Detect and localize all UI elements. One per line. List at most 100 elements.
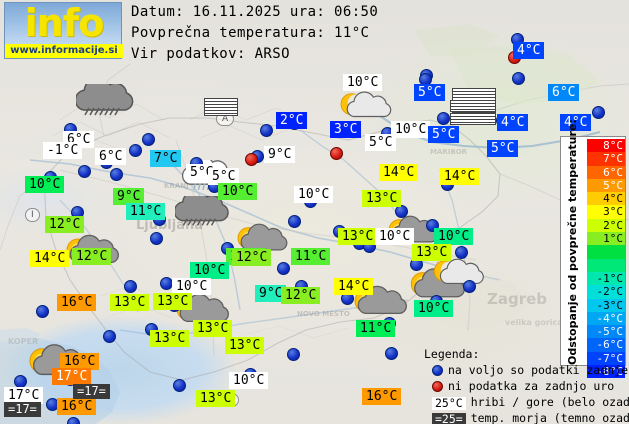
legend-row-text: hribi / gore (belo ozadje) xyxy=(470,395,629,409)
temperature-label: 11°C xyxy=(126,203,166,220)
temperature-label: 11°C xyxy=(356,320,396,337)
temperature-label: 13°C xyxy=(412,244,452,261)
station-dot-blue[interactable] xyxy=(67,417,80,424)
station-dot-blue[interactable] xyxy=(395,205,408,218)
temperature-label: 13°C xyxy=(153,293,193,310)
legend-row-text: temp. morja (temno ozadje) xyxy=(470,411,629,424)
temperature-label: 16°C xyxy=(60,353,100,370)
temperature-label: 5°C xyxy=(428,126,460,143)
station-dot-blue[interactable] xyxy=(287,348,300,361)
temperature-label: 10°C xyxy=(343,74,383,91)
temperature-label: 16°C xyxy=(57,398,97,415)
temperature-label: 13°C xyxy=(110,294,150,311)
temperature-label: 13°C xyxy=(338,228,378,245)
legend-blue-dot-icon xyxy=(432,365,443,376)
temperature-label: 4°C xyxy=(560,114,592,131)
header-data-source: Vir podatkov: ARSO xyxy=(131,46,290,62)
scale-cell-10: -1°C xyxy=(587,271,625,286)
scale-cell-3: 5°C xyxy=(587,178,625,193)
legend-row-2: 25°C hribi / gore (belo ozadje) xyxy=(432,395,629,410)
temperature-label: 5°C xyxy=(208,168,240,185)
temperature-label: 13°C xyxy=(150,330,190,347)
scale-cell-8 xyxy=(587,245,625,259)
station-dot-blue[interactable] xyxy=(36,305,49,318)
logo-wordmark: info xyxy=(24,1,105,45)
station-dot-blue[interactable] xyxy=(385,347,398,360)
scale-cell-6: 2°C xyxy=(587,218,625,233)
temperature-label: 9°C xyxy=(255,285,287,302)
station-dot-blue[interactable] xyxy=(455,246,468,259)
station-dot-blue[interactable] xyxy=(437,112,450,125)
temperature-label: 14°C xyxy=(30,250,70,267)
station-dot-red[interactable] xyxy=(330,147,343,160)
station-dot-blue[interactable] xyxy=(277,262,290,275)
temperature-label: 10°C xyxy=(375,228,415,245)
temperature-label: 11°C xyxy=(291,248,331,265)
temperature-label: 14°C xyxy=(379,164,419,181)
station-dot-blue[interactable] xyxy=(512,72,525,85)
scale-cell-17: -8°C xyxy=(587,365,625,379)
station-dot-blue[interactable] xyxy=(150,232,163,245)
site-logo[interactable]: info www.informacije.si xyxy=(4,1,123,59)
temperature-label: 17°C xyxy=(52,368,92,385)
scale-title: Odstopanje od povprečne temperature: xyxy=(566,119,579,365)
station-dot-red[interactable] xyxy=(245,153,258,166)
scale-cell-0: 8°C xyxy=(587,139,625,153)
temperature-label: 10°C xyxy=(218,183,258,200)
station-dot-blue[interactable] xyxy=(463,280,476,293)
sun-cloud-icon xyxy=(226,221,290,259)
temperature-label: 10°C xyxy=(25,176,65,193)
scale-cell-15: -6°C xyxy=(587,338,625,352)
road-shield: I xyxy=(25,208,40,222)
station-dot-blue[interactable] xyxy=(260,124,273,137)
scale-cell-2: 6°C xyxy=(587,165,625,179)
legend-chip-sample: =25= xyxy=(432,413,466,424)
station-dot-blue[interactable] xyxy=(142,133,155,146)
fog-hatch-icon xyxy=(204,98,238,116)
temperature-deviation-scale: Odstopanje od povprečne temperature: 8°C… xyxy=(560,119,626,379)
temperature-label: 17°C xyxy=(4,387,44,404)
temperature-label: 4°C xyxy=(513,42,545,59)
temperature-label: 14°C xyxy=(334,278,374,295)
temperature-label: 3°C xyxy=(330,121,362,138)
legend-row-text: ni podatka za zadnjo uro xyxy=(448,379,615,393)
station-dot-blue[interactable] xyxy=(103,330,116,343)
rain-cloud-icon xyxy=(76,84,140,124)
scale-cell-9 xyxy=(587,258,625,272)
temperature-label: 13°C xyxy=(225,337,265,354)
temperature-label: 10°C xyxy=(229,372,269,389)
place-name: velika gorica xyxy=(505,318,563,327)
station-dot-blue[interactable] xyxy=(288,215,301,228)
temperature-label: 2°C xyxy=(276,112,308,129)
station-dot-blue[interactable] xyxy=(110,168,123,181)
rain-cloud-icon xyxy=(175,196,235,234)
station-dot-blue[interactable] xyxy=(129,144,142,157)
station-dot-blue[interactable] xyxy=(173,379,186,392)
temperature-label: 10°C xyxy=(434,228,474,245)
temperature-label: -1°C xyxy=(43,142,83,159)
scale-cell-16: -7°C xyxy=(587,351,625,366)
moon-cloud-icon xyxy=(329,88,393,126)
station-dot-blue[interactable] xyxy=(124,280,137,293)
station-dot-blue[interactable] xyxy=(592,106,605,119)
temperature-label: 14°C xyxy=(440,168,480,185)
scale-cell-1: 7°C xyxy=(587,152,625,166)
station-dot-blue[interactable] xyxy=(78,165,91,178)
scale-strip: 8°C 7°C 6°C 5°C 4°C 3°C 2°C 1°C -1°C -2°C -3°C -4°C… xyxy=(587,139,625,379)
scale-cell-7: 1°C xyxy=(587,232,625,246)
place-name: MARIBOR xyxy=(430,148,468,156)
temperature-label: =17= xyxy=(4,402,41,417)
scale-cell-11: -2°C xyxy=(587,285,625,299)
temperature-label: 7°C xyxy=(150,150,182,167)
legend-chip-sample: 25°C xyxy=(432,397,466,410)
scale-cell-12: -3°C xyxy=(587,298,625,312)
temperature-label: 13°C xyxy=(196,390,236,407)
temperature-label: 10°C xyxy=(294,186,334,203)
temperature-label: 10°C xyxy=(391,121,431,138)
fog-hatch-icon xyxy=(450,100,496,112)
legend-title: Legenda: xyxy=(424,347,480,361)
temperature-label: 13°C xyxy=(193,320,233,337)
temperature-label: 12°C xyxy=(232,249,272,266)
legend-row-3: =25= temp. morja (temno ozadje) xyxy=(432,411,629,424)
